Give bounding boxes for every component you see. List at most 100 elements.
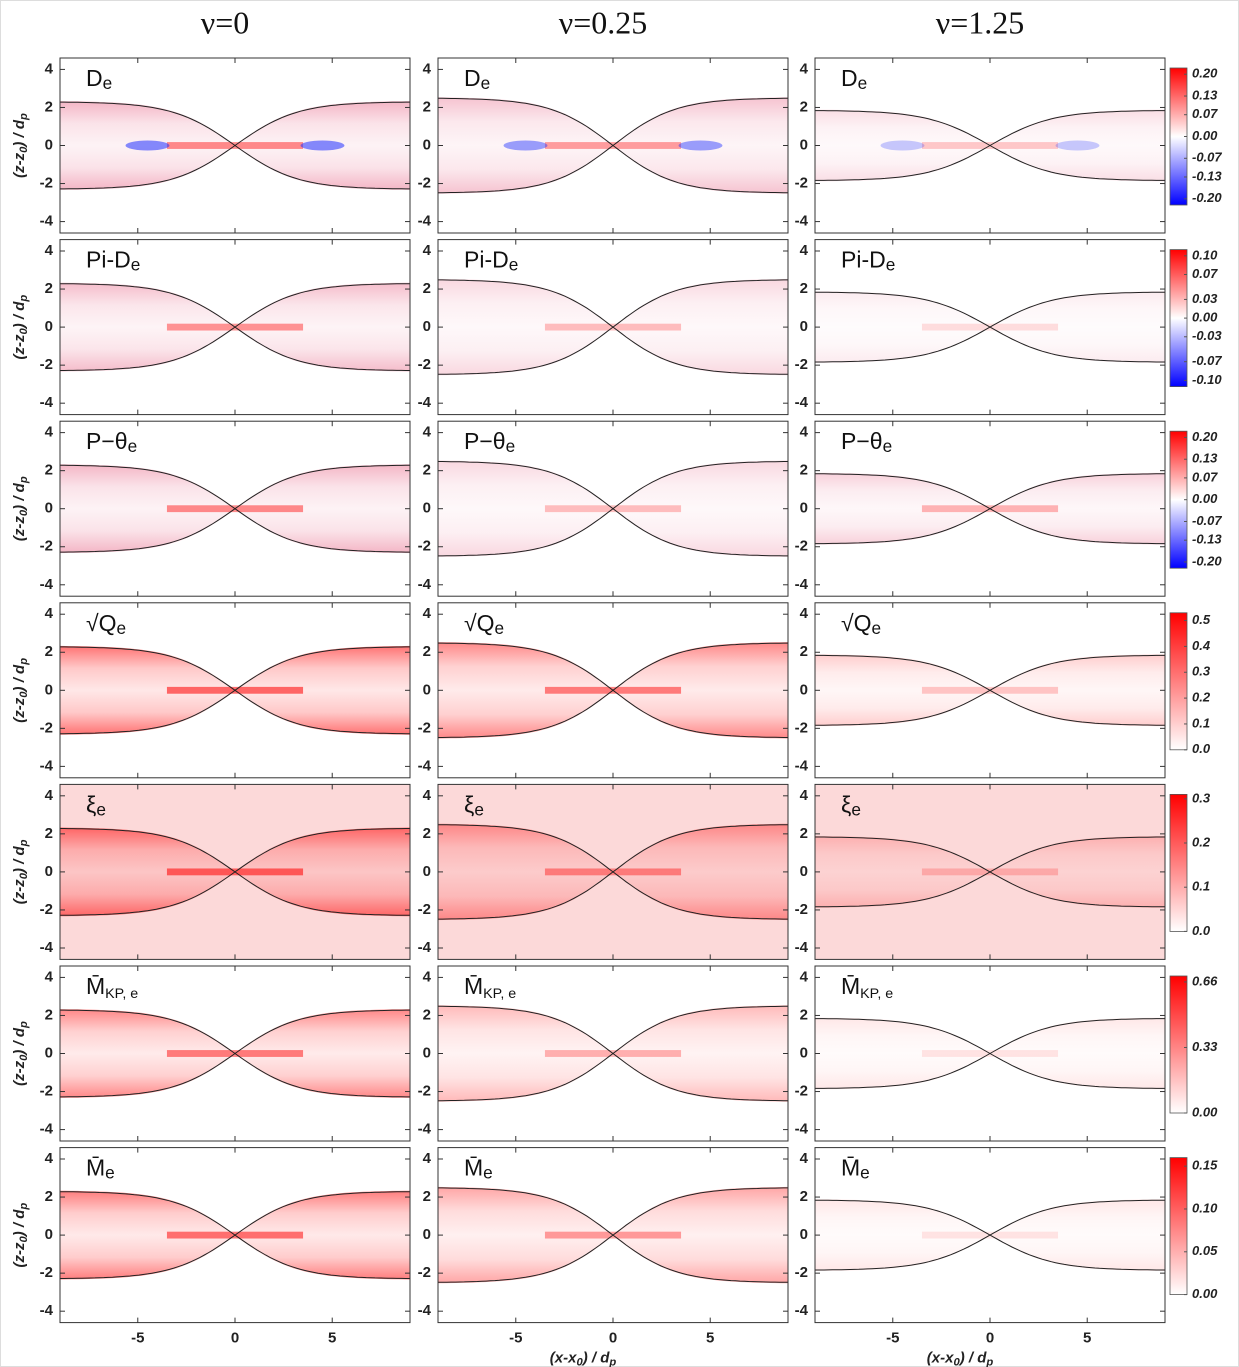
panel-label: Pi-De — [86, 247, 140, 274]
y-tick-label: -4 — [40, 939, 54, 956]
colorbar-tick-label: 0.13 — [1192, 87, 1218, 102]
colorbar-tick-label: -0.10 — [1192, 372, 1222, 387]
panel-label-sub: e — [128, 436, 138, 456]
y-tick-label: 2 — [45, 643, 53, 660]
y-tick-label: -2 — [795, 719, 808, 736]
separatrix — [60, 283, 410, 371]
blue-patch — [1055, 140, 1100, 151]
colorbar-tick-label: -0.13 — [1192, 168, 1222, 183]
y-tick-label: 4 — [423, 424, 432, 441]
y-axis-label-part: (z-z — [11, 516, 28, 541]
panel-label: ξe — [464, 791, 484, 818]
separatrix — [60, 1009, 410, 1098]
y-axis-label-sub: p — [18, 113, 30, 121]
colorbar-tick-label: 0.07 — [1192, 266, 1218, 281]
y-tick-label: -4 — [40, 394, 54, 411]
y-tick-label: 0 — [45, 318, 53, 335]
y-tick-label: 0 — [423, 500, 431, 517]
y-tick-label: 4 — [423, 605, 432, 622]
y-tick-label: 0 — [800, 863, 808, 880]
y-tick-label: 2 — [45, 98, 53, 115]
y-tick-label: 2 — [423, 1006, 431, 1023]
panel-label: M̄KP, e — [86, 973, 138, 1002]
y-tick-label: 4 — [423, 60, 432, 77]
column-title: ν=0.25 — [559, 4, 648, 40]
y-axis-label-part: ) / d — [11, 119, 28, 148]
colorbar-tick-label: 0.07 — [1192, 469, 1218, 484]
y-tick-label: -4 — [418, 1302, 432, 1319]
y-tick-label: -2 — [795, 1083, 808, 1100]
y-tick-label: -2 — [795, 356, 808, 373]
y-tick-label: -4 — [795, 1302, 809, 1319]
y-tick-label: 0 — [800, 681, 808, 698]
colorbar-tick-label: 0.66 — [1192, 973, 1218, 988]
y-tick-label: -2 — [40, 356, 53, 373]
panel — [60, 421, 410, 597]
x-tick-label: 5 — [706, 1330, 714, 1347]
y-tick-label: 2 — [45, 462, 53, 479]
y-tick-label: 2 — [423, 643, 431, 660]
y-tick-label: 2 — [800, 98, 808, 115]
panel-label-sub: e — [131, 254, 141, 274]
y-tick-label: -4 — [418, 1121, 432, 1138]
colorbar-tick-label: -0.13 — [1192, 532, 1222, 547]
colorbar-tick-label: 0.3 — [1192, 664, 1211, 679]
y-tick-label: 4 — [800, 242, 809, 259]
y-tick-label: -2 — [795, 538, 808, 555]
y-tick-label: 0 — [423, 863, 431, 880]
y-tick-label: 2 — [800, 462, 808, 479]
colorbar — [1169, 612, 1188, 751]
panel-label-part: P−θ — [86, 428, 128, 454]
colorbar — [1169, 1157, 1188, 1295]
panel — [815, 239, 1165, 415]
panel-label-sub: e — [103, 73, 113, 93]
y-tick-label: 0 — [423, 681, 431, 698]
y-tick-label: -4 — [795, 576, 809, 593]
y-tick-label: -2 — [418, 1083, 431, 1100]
y-tick-label: 4 — [800, 787, 809, 804]
panel-label-part: Pi-D — [86, 247, 131, 273]
y-axis-label: (z-z0) / dp — [11, 1021, 30, 1086]
separatrix — [815, 654, 1165, 726]
y-tick-label: -2 — [418, 538, 431, 555]
separatrix — [60, 646, 410, 735]
y-tick-label: -2 — [795, 175, 808, 192]
panel-label-sub: e — [872, 617, 882, 637]
panel-label: P−θe — [464, 428, 515, 455]
panel-label: ξe — [86, 791, 106, 818]
x-axis-label-part: (x-x — [550, 1350, 577, 1367]
y-tick-label: 4 — [423, 1150, 432, 1167]
y-tick-label: -2 — [418, 1264, 431, 1281]
separatrix — [438, 642, 788, 738]
panel — [438, 58, 788, 233]
panel-label: M̄e — [464, 1155, 493, 1182]
panel-label-sub: e — [506, 436, 516, 456]
y-tick-label: 4 — [800, 968, 809, 985]
y-tick-label: -4 — [418, 394, 432, 411]
y-tick-label: -2 — [40, 719, 53, 736]
y-tick-label: 4 — [45, 60, 54, 77]
panel-label-sub: e — [105, 1162, 115, 1182]
y-axis-label-sub: p — [18, 839, 30, 847]
panel — [438, 239, 788, 415]
panel-label-sub: e — [483, 1162, 493, 1182]
colorbar-tick-label: 0.10 — [1192, 1200, 1218, 1215]
y-tick-label: -4 — [795, 757, 809, 774]
separatrix — [815, 291, 1165, 363]
separatrix — [60, 464, 410, 553]
panel-label-part: Pi-D — [841, 247, 886, 273]
y-tick-label: -4 — [795, 939, 809, 956]
separatrix — [815, 1018, 1165, 1089]
y-tick-label: -4 — [40, 213, 54, 230]
x-tick-label: 5 — [328, 1330, 336, 1347]
panel-label: √Qe — [464, 610, 504, 637]
y-axis-label-sub: p — [18, 1021, 30, 1029]
separatrix — [438, 97, 788, 194]
colorbar-tick-label: 0.20 — [1192, 66, 1218, 81]
panel-label-part: ξ — [86, 791, 96, 817]
y-tick-label: 4 — [45, 424, 54, 441]
y-tick-label: -2 — [418, 356, 431, 373]
y-axis-label: (z-z0) / dp — [11, 839, 30, 904]
y-tick-label: 0 — [45, 681, 53, 698]
